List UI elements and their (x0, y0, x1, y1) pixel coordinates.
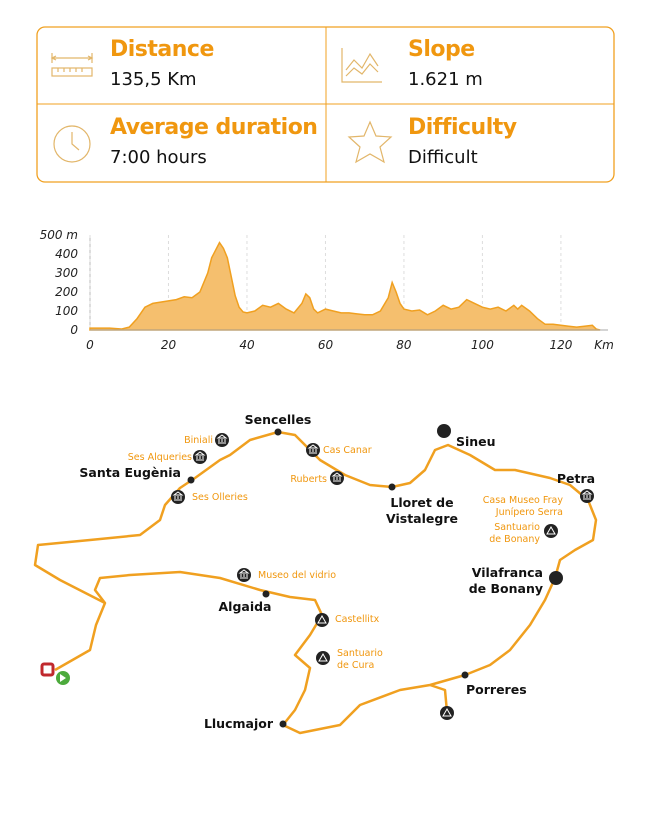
poi-label: Ses Olleries (192, 492, 248, 503)
x-tick-label: 40 (239, 338, 255, 352)
x-tick-label: 100 (471, 338, 494, 352)
poi-label: Cas Canar (323, 445, 372, 456)
info-icon (437, 424, 451, 438)
poi-label: de Bonany (489, 534, 540, 545)
place-label: Santa Eugènia (79, 465, 181, 480)
clock-icon (53, 125, 91, 163)
x-tick-label: 0 (86, 338, 94, 352)
stat-value: Difficult (408, 147, 478, 168)
place-label: de Bonany (469, 581, 543, 596)
place-label: Sencelles (245, 412, 312, 427)
icon-glyph (331, 472, 343, 482)
icon-glyph (318, 652, 328, 662)
stat-value: 7:00 hours (110, 147, 207, 168)
poi-label: Santuario (337, 648, 383, 659)
ruler-icon (50, 53, 94, 77)
icon-glyph (216, 434, 228, 444)
icon-glyph (546, 525, 556, 535)
icon-glyph (172, 491, 184, 501)
x-tick-label: 80 (396, 338, 412, 352)
place-label: Porreres (466, 682, 527, 697)
x-tick-label: 60 (318, 338, 334, 352)
poi-label: Ruberts (290, 474, 327, 485)
info-icon (549, 571, 563, 585)
y-tick-label: 100 (55, 304, 78, 318)
icon-glyph (581, 490, 593, 500)
icon-glyph (307, 444, 319, 454)
x-axis-label: Km (594, 338, 614, 352)
x-tick-label: 120 (549, 338, 572, 352)
poi-label: Museo del vidrio (258, 570, 336, 581)
elevation-area (89, 241, 601, 331)
slope-icon (341, 48, 382, 83)
place-label: Petra (557, 471, 595, 486)
stat-label: Distance (110, 37, 214, 62)
icon-glyph (194, 451, 206, 461)
stat-value: 135,5 Km (110, 69, 197, 90)
place-label: Vistalegre (386, 511, 458, 526)
icon-glyph (442, 707, 452, 717)
place-label: Algaida (218, 599, 271, 614)
poi-label: Biniali (184, 435, 213, 446)
y-tick-label: 300 (55, 266, 78, 280)
town-dot (262, 590, 270, 598)
map: Sencelles Sineu Santa Eugènia Lloret deVist… (79, 412, 595, 731)
poi-label: Ses Alqueries (128, 452, 192, 463)
poi-label: Castellitx (335, 614, 380, 625)
town-dot (388, 483, 396, 491)
poi-label: Santuario (494, 522, 540, 533)
x-tick-label: 20 (161, 338, 177, 352)
poi-label: Junípero Serra (495, 507, 563, 518)
poi-label: Casa Museo Fray (483, 495, 564, 506)
stat-label: Slope (408, 37, 475, 62)
town-dot (274, 428, 282, 436)
y-tick-label: 200 (55, 285, 78, 299)
route (33, 430, 598, 735)
stat-value: 1.621 m (408, 69, 483, 90)
y-tick-label: 400 (55, 247, 78, 261)
icon-glyph (238, 569, 250, 579)
town-dot (187, 476, 195, 484)
star-icon (347, 120, 393, 164)
stat-label: Average duration (110, 115, 317, 140)
town-dot (279, 720, 287, 728)
place-label: Vilafranca (472, 565, 543, 580)
y-tick-label: 500 m (40, 228, 78, 242)
stat-label: Difficulty (408, 115, 517, 140)
elevation-chart: 0 100 200 300 400 500 m 0 20 40 60 80 100 120 Km (40, 228, 614, 352)
start-end-markers (40, 662, 70, 685)
icon-glyph (317, 614, 327, 624)
poi-label: de Cura (337, 660, 374, 671)
y-tick-label: 0 (70, 323, 78, 337)
town-dot (461, 671, 469, 679)
place-label: Lloret de (390, 495, 453, 510)
place-label: Sineu (456, 434, 496, 449)
place-label: Llucmajor (204, 716, 274, 731)
